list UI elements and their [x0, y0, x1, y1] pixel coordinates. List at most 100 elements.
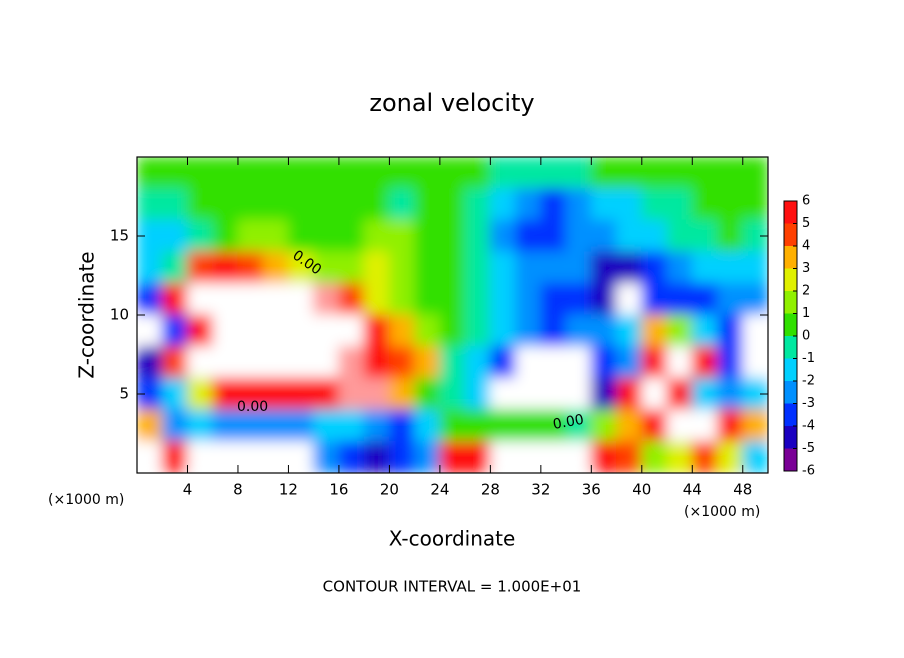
- cell: [489, 219, 517, 253]
- cell: [464, 282, 491, 316]
- cell: [565, 219, 592, 253]
- cell: [489, 157, 517, 190]
- cell: [540, 377, 567, 411]
- cell: [137, 409, 163, 442]
- cell: [641, 251, 668, 284]
- cell: [666, 377, 693, 411]
- colorbar-swatch: [784, 223, 797, 246]
- cell: [691, 188, 719, 221]
- cell: [515, 346, 542, 379]
- cell: [616, 409, 643, 442]
- colorbar-swatch: [784, 358, 797, 381]
- cell: [161, 440, 188, 473]
- cell: [237, 219, 264, 253]
- cell: [717, 282, 744, 316]
- cell: [616, 282, 643, 316]
- colorbar-tick-label: -4: [802, 419, 815, 434]
- cell: [161, 157, 188, 190]
- cell: [287, 282, 315, 316]
- cell: [161, 409, 188, 442]
- x-tick-label: 44: [683, 481, 702, 499]
- footnote: CONTOUR INTERVAL = 1.000E+01: [323, 578, 582, 596]
- cell: [666, 157, 693, 190]
- cell: [464, 314, 491, 348]
- colorbar: -6 -5 -4 -3 -2 -1 0 1 2 3 4 5 6: [783, 194, 815, 479]
- cell: [515, 440, 542, 473]
- cell: [489, 251, 517, 284]
- cell: [161, 282, 188, 316]
- cell: [388, 346, 416, 379]
- cell: [616, 188, 643, 221]
- cell: [515, 219, 542, 253]
- colorbar-tick-label: 1: [802, 306, 810, 321]
- cell: [414, 157, 441, 190]
- cell: [313, 282, 340, 316]
- cell: [464, 188, 491, 221]
- cell: [641, 157, 668, 190]
- cell: [641, 219, 668, 253]
- x-tick-label: 16: [329, 481, 348, 499]
- cell: [262, 219, 289, 253]
- cell: [666, 440, 693, 473]
- cell: [464, 440, 491, 473]
- cell: [287, 188, 315, 221]
- cell: [666, 282, 693, 316]
- chart-title: zonal velocity: [369, 89, 534, 117]
- cell: [338, 251, 365, 284]
- cell: [237, 251, 264, 284]
- cell: [565, 282, 592, 316]
- cell: [439, 377, 466, 411]
- cell: [414, 377, 441, 411]
- cell: [616, 377, 643, 411]
- colorbar-swatch: [784, 246, 797, 269]
- cell: [565, 346, 592, 379]
- x-tick-label: 32: [531, 481, 550, 499]
- cell: [137, 282, 163, 316]
- cell: [742, 157, 768, 190]
- cell: [262, 282, 289, 316]
- cell: [262, 251, 289, 284]
- cell: [161, 377, 188, 411]
- cell: [439, 346, 466, 379]
- cell: [388, 409, 416, 442]
- x-tick-label: 20: [380, 481, 399, 499]
- y-axis-title: Z-coordinate: [75, 251, 99, 378]
- cell: [742, 188, 768, 221]
- cell: [388, 282, 416, 316]
- cell: [313, 377, 340, 411]
- cell: [137, 188, 163, 221]
- cell: [590, 251, 618, 284]
- cell: [262, 440, 289, 473]
- cell: [137, 314, 163, 348]
- cell: [414, 440, 441, 473]
- cell: [287, 409, 315, 442]
- cell: [212, 409, 239, 442]
- cell: [262, 377, 289, 411]
- cell: [565, 440, 592, 473]
- cell: [262, 188, 289, 221]
- cell: [691, 440, 719, 473]
- cell: [186, 157, 214, 190]
- cell: [590, 219, 618, 253]
- cell: [540, 188, 567, 221]
- colorbar-tick-label: -2: [802, 374, 815, 389]
- colorbar-tick-label: -5: [802, 441, 815, 456]
- cell: [464, 409, 491, 442]
- cell: [464, 157, 491, 190]
- cell: [212, 346, 239, 379]
- cell: [489, 409, 517, 442]
- colorbar-swatch: [784, 291, 797, 314]
- colorbar-swatch: [784, 403, 797, 426]
- cell: [186, 346, 214, 379]
- cell: [590, 282, 618, 316]
- contour-label: 0.00: [237, 399, 268, 415]
- cell: [439, 440, 466, 473]
- cell: [590, 188, 618, 221]
- cell: [489, 440, 517, 473]
- cell: [212, 314, 239, 348]
- cell: [287, 157, 315, 190]
- cell: [691, 346, 719, 379]
- cell: [212, 219, 239, 253]
- cell: [262, 346, 289, 379]
- x-tick-label: 24: [430, 481, 449, 499]
